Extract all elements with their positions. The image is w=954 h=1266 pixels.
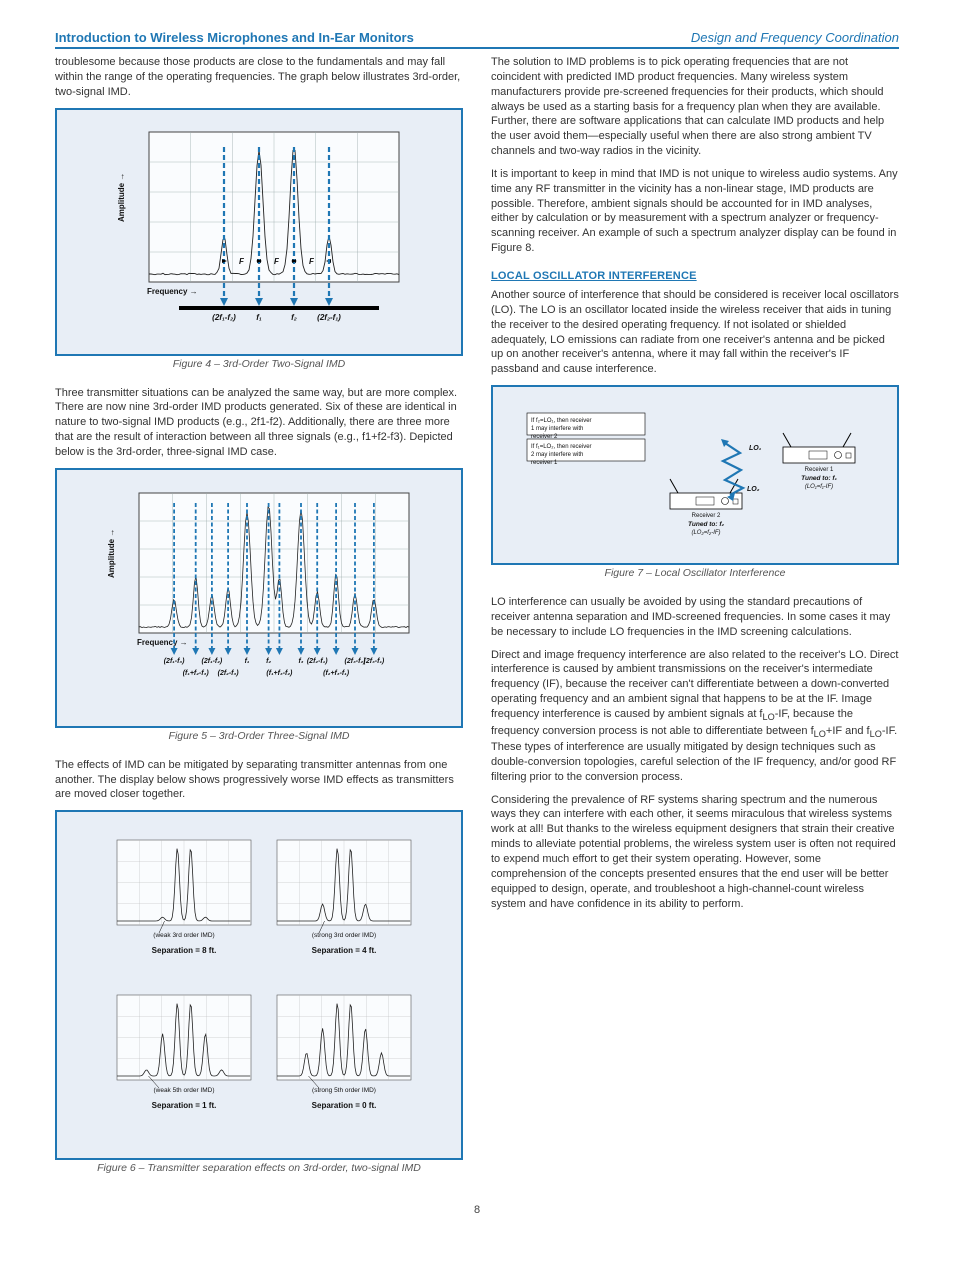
p5s1: LO xyxy=(762,712,774,722)
right-para-2: It is important to keep in mind that IMD… xyxy=(491,167,899,256)
p5s2: LO xyxy=(814,729,826,739)
svg-text:f₂: f₂ xyxy=(291,313,297,322)
svg-text:Separation = 0 ft.: Separation = 0 ft. xyxy=(312,1101,377,1110)
svg-text:Separation = 4 ft.: Separation = 4 ft. xyxy=(312,946,377,955)
figure-4-caption: Figure 4 – 3rd-Order Two-Signal IMD xyxy=(55,358,463,370)
section-heading-lo: LOCAL OSCILLATOR INTERFERENCE xyxy=(491,270,899,282)
svg-text:Tuned to: f₂: Tuned to: f₂ xyxy=(688,521,724,528)
right-para-1: The solution to IMD problems is to pick … xyxy=(491,55,899,159)
figure-5-chart: Amplitude → Frequency → (2f₁-f₃) (f₁+f₂-f₃)… xyxy=(99,483,419,713)
svg-text:(2f₂-f₁): (2f₂-f₁) xyxy=(317,313,341,322)
left-intro: troublesome because those products are c… xyxy=(55,55,463,100)
doc-title: Introduction to Wireless Microphones and… xyxy=(55,30,414,45)
doc-section-title: Design and Frequency Coordination xyxy=(691,30,899,45)
svg-text:(2f₁-f₂): (2f₁-f₂) xyxy=(212,313,236,322)
figure-7-box: If f₂=LO₁, then receiver 1 may interfere… xyxy=(491,385,899,565)
svg-text:f₃: f₃ xyxy=(298,658,303,665)
svg-text:If f₁=LO₂, then receiver 2 may: If f₁=LO₂, then receiver 2 may interfere… xyxy=(531,444,593,466)
figure-5-box: Amplitude → Frequency → (2f₁-f₃) (f₁+f₂-f₃)… xyxy=(55,468,463,728)
svg-text:(LO₂=f₂-IF): (LO₂=f₂-IF) xyxy=(691,530,720,536)
svg-text:f₁: f₁ xyxy=(245,658,250,665)
two-column-layout: troublesome because those products are c… xyxy=(55,55,899,1190)
svg-text:LO₁: LO₁ xyxy=(749,445,762,452)
svg-text:Amplitude →: Amplitude → xyxy=(107,528,116,577)
mid-paragraph: Three transmitter situations can be anal… xyxy=(55,386,463,460)
svg-text:f₂: f₂ xyxy=(266,658,271,665)
right-para-6: Considering the prevalence of RF systems… xyxy=(491,793,899,912)
svg-text:Separation = 1 ft.: Separation = 1 ft. xyxy=(152,1101,217,1110)
svg-text:Frequency →: Frequency → xyxy=(137,638,188,647)
figure-6-caption: Figure 6 – Transmitter separation effect… xyxy=(55,1162,463,1174)
figure-7-diagram: If f₂=LO₁, then receiver 1 may interfere… xyxy=(515,395,875,555)
svg-text:Amplitude →: Amplitude → xyxy=(117,172,126,221)
svg-text:f₁: f₁ xyxy=(256,313,262,322)
svg-text:(strong 5th order IMD): (strong 5th order IMD) xyxy=(312,1087,376,1094)
svg-text:(2f₁-f₂): (2f₁-f₂) xyxy=(202,658,223,665)
svg-text:If f₂=LO₁, then receiver 1 may: If f₂=LO₁, then receiver 1 may interfere… xyxy=(531,418,593,440)
svg-text:(2f₂-f₃): (2f₂-f₃) xyxy=(218,670,240,677)
figure-6-chart: (weak 3rd order IMD) Separation = 8 ft. (s… xyxy=(94,825,424,1145)
svg-text:Receiver 2: Receiver 2 xyxy=(692,513,721,519)
svg-text:Separation = 8 ft.: Separation = 8 ft. xyxy=(152,946,217,955)
svg-text:(f₂+f₃-f₁): (f₂+f₃-f₁) xyxy=(323,670,350,677)
page-number: 8 xyxy=(55,1204,899,1216)
figure-5-caption: Figure 5 – 3rd-Order Three-Signal IMD xyxy=(55,730,463,742)
figure-6-box: (weak 3rd order IMD) Separation = 8 ft. (s… xyxy=(55,810,463,1160)
svg-text:(2f₂-f₁): (2f₂-f₁) xyxy=(307,658,328,665)
figure-4-chart: Amplitude →Frequency →(2f₁-f₂)Ff₁Ff₂F(2f… xyxy=(109,122,409,342)
svg-text:Frequency →: Frequency → xyxy=(147,287,198,296)
page-header: Introduction to Wireless Microphones and… xyxy=(55,30,899,49)
svg-text:(f₁+f₂-f₃): (f₁+f₂-f₃) xyxy=(183,670,210,677)
post-fig5-paragraph: The effects of IMD can be mitigated by s… xyxy=(55,758,463,803)
svg-text:(weak 5th order IMD): (weak 5th order IMD) xyxy=(153,1087,214,1094)
svg-text:Receiver 1: Receiver 1 xyxy=(805,467,834,473)
figure-7-caption: Figure 7 – Local Oscillator Interference xyxy=(491,567,899,579)
svg-text:(f₁+f₃-f₂): (f₁+f₃-f₂) xyxy=(266,670,293,677)
svg-text:(strong 3rd order IMD): (strong 3rd order IMD) xyxy=(312,932,376,939)
p5c: +IF and f xyxy=(826,725,870,737)
svg-text:(2f₃-f₁): (2f₃-f₁) xyxy=(364,658,385,665)
svg-text:(LO₁=f₁-IF): (LO₁=f₁-IF) xyxy=(805,484,833,490)
left-column: troublesome because those products are c… xyxy=(55,55,463,1190)
svg-text:Tuned to: f₁: Tuned to: f₁ xyxy=(801,475,837,482)
svg-text:LO₂: LO₂ xyxy=(747,486,760,493)
right-para-4: LO interference can usually be avoided b… xyxy=(491,595,899,640)
right-para-3: Another source of interference that shou… xyxy=(491,288,899,377)
p5s3: LO xyxy=(870,729,882,739)
svg-text:(weak 3rd order IMD): (weak 3rd order IMD) xyxy=(153,932,214,939)
right-column: The solution to IMD problems is to pick … xyxy=(491,55,899,1190)
right-para-5: Direct and image frequency interference … xyxy=(491,648,899,785)
svg-text:(2f₁-f₃): (2f₁-f₃) xyxy=(164,658,185,665)
figure-4-box: Amplitude →Frequency →(2f₁-f₂)Ff₁Ff₂F(2f… xyxy=(55,108,463,356)
